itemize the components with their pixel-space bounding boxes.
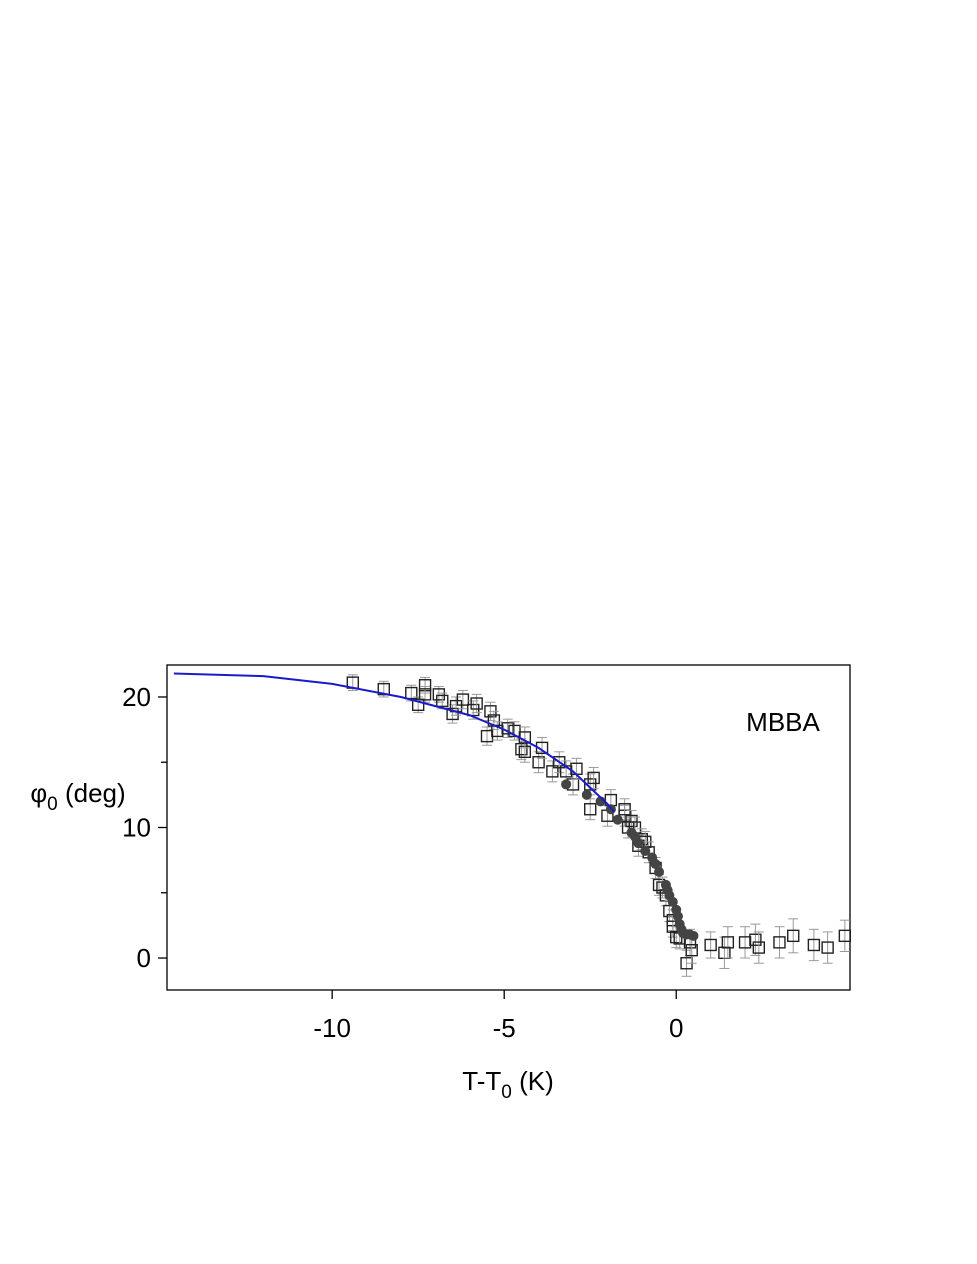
- square-point: [704, 938, 717, 952]
- square-point: [787, 929, 800, 943]
- circle-point: [581, 789, 592, 800]
- error-bar: [722, 926, 733, 959]
- x-axis-label: T-T0 (K): [462, 1066, 553, 1103]
- error-bar: [585, 798, 596, 821]
- error-bar: [537, 736, 548, 759]
- x-label-main: T-T: [462, 1066, 501, 1096]
- error-bar: [839, 919, 850, 952]
- error-bar: [774, 926, 785, 959]
- square-point: [515, 742, 528, 756]
- square-point: [584, 803, 597, 816]
- square-point: [532, 756, 545, 769]
- circle-point: [612, 814, 623, 825]
- fit-line: [173, 672, 616, 813]
- error-bar: [519, 726, 530, 749]
- x-tick-label: 0: [669, 1013, 683, 1043]
- square-point: [685, 943, 698, 957]
- square-point: [508, 724, 521, 738]
- x-tick-label: -5: [493, 1013, 516, 1043]
- square-point: [773, 936, 786, 949]
- y-label-main: φ: [30, 778, 47, 808]
- circle-point: [672, 911, 683, 922]
- y-label-rest: (deg): [58, 778, 126, 808]
- square-point: [446, 707, 459, 721]
- circle-point: [650, 859, 661, 870]
- square-point: [807, 938, 821, 952]
- x-label-rest: (K): [512, 1066, 554, 1096]
- error-bar: [788, 918, 799, 954]
- error-bar: [753, 931, 764, 964]
- square-point: [546, 765, 559, 778]
- square-point: [721, 936, 735, 949]
- circle-point: [633, 838, 644, 849]
- square-point: [553, 756, 566, 769]
- square-point: [625, 814, 638, 828]
- square-point: [470, 697, 483, 710]
- circle-point: [561, 779, 572, 790]
- square-point: [411, 698, 425, 712]
- x-tick-label: -10: [313, 1013, 351, 1043]
- circle-point: [688, 930, 699, 941]
- error-bar: [808, 928, 819, 962]
- x-label-sub: 0: [501, 1082, 512, 1103]
- annotation: MBBA: [746, 707, 820, 737]
- y-tick-label: 20: [122, 682, 151, 712]
- square-point: [752, 941, 766, 954]
- square-point: [456, 693, 470, 706]
- square-point: [432, 688, 446, 701]
- error-bar: [740, 926, 751, 959]
- square-point: [618, 803, 631, 816]
- circle-point: [640, 845, 651, 856]
- error-bar: [822, 931, 833, 964]
- square-point: [838, 929, 852, 943]
- square-point: [418, 688, 432, 701]
- y-axis-label: φ0 (deg): [30, 778, 125, 815]
- y-tick-label: 0: [137, 943, 151, 973]
- square-point: [821, 941, 834, 954]
- square-point: [587, 771, 600, 785]
- square-point: [405, 686, 418, 700]
- y-tick-label: 10: [122, 813, 151, 843]
- circle-point: [654, 866, 665, 877]
- square-point: [467, 703, 480, 717]
- error-bar: [705, 931, 716, 959]
- square-point: [436, 694, 449, 708]
- error-bar: [547, 760, 558, 783]
- error-bar: [457, 689, 468, 710]
- circle-point: [667, 896, 678, 907]
- y-label-sub: 0: [47, 794, 58, 815]
- square-point: [584, 778, 597, 791]
- square-point: [749, 933, 762, 946]
